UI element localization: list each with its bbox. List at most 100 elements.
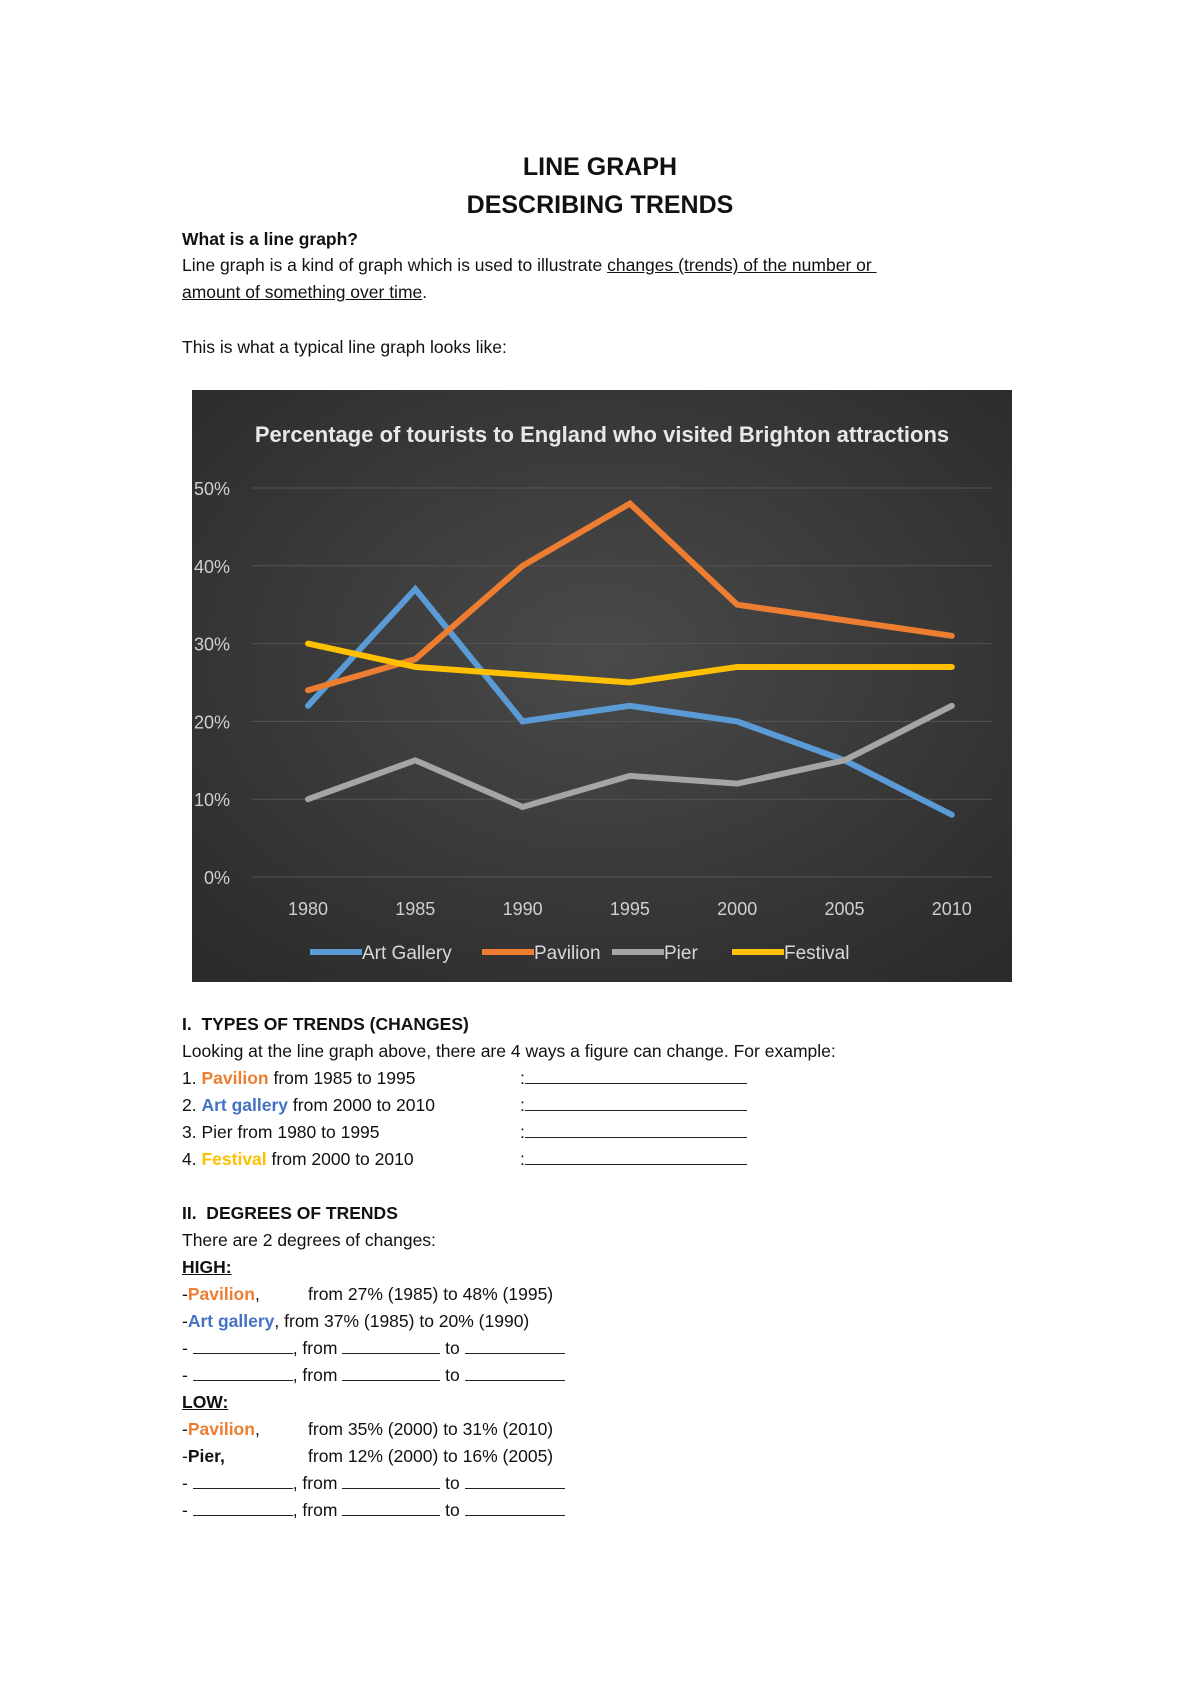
- answer-field[interactable]: :: [520, 1148, 747, 1170]
- chart-title: Percentage of tourists to England who vi…: [255, 422, 949, 447]
- answer-field[interactable]: :: [520, 1094, 747, 1116]
- separator: ,: [219, 1446, 225, 1466]
- y-tick-label: 0%: [204, 868, 230, 888]
- example-name: Pavilion: [187, 1419, 255, 1439]
- typical-text: This is what a typical line graph looks …: [182, 337, 507, 357]
- question-heading: What is a line graph?: [182, 229, 358, 249]
- item-range: from 1980 to 1995: [232, 1122, 380, 1142]
- definition-underlined: changes (trends) of the number or: [607, 255, 877, 275]
- x-tick-label: 2005: [824, 899, 864, 919]
- definition-line-1: Line graph is a kind of graph which is u…: [182, 254, 877, 276]
- dash: -: [182, 1311, 188, 1331]
- example-values: from 35% (2000) to 31% (2010): [308, 1419, 554, 1439]
- y-tick-label: 20%: [194, 712, 230, 732]
- name-blank[interactable]: [192, 1364, 293, 1381]
- answer-blank[interactable]: [524, 1094, 747, 1111]
- definition-end: .: [422, 282, 428, 302]
- y-tick-label: 30%: [194, 635, 230, 655]
- legend-label: Pavilion: [534, 943, 601, 964]
- colon: :: [520, 1068, 525, 1088]
- example-name: Pavilion: [187, 1284, 255, 1304]
- fill-in-row: - , from to: [182, 1499, 565, 1521]
- from-label: , from: [292, 1338, 343, 1358]
- definition-line-2: amount of something over time.: [182, 281, 427, 303]
- x-tick-label: 1985: [395, 899, 435, 919]
- name-blank[interactable]: [192, 1337, 293, 1354]
- answer-blank[interactable]: [524, 1067, 747, 1084]
- low-label: LOW:: [182, 1392, 229, 1412]
- name-blank[interactable]: [192, 1499, 293, 1516]
- series-line-pavilion: [305, 499, 955, 694]
- item-number: 4.: [182, 1149, 197, 1169]
- dash: -: [182, 1419, 188, 1439]
- definition-text: Line graph is a kind of graph which is u…: [182, 255, 608, 275]
- from-blank[interactable]: [342, 1499, 441, 1516]
- section1-intro: Looking at the line graph above, there a…: [182, 1041, 836, 1061]
- item-name: Festival: [201, 1149, 267, 1169]
- from-label: , from: [292, 1365, 343, 1385]
- item-name: Art gallery: [201, 1095, 289, 1115]
- answer-blank[interactable]: [524, 1148, 747, 1165]
- y-tick-label: 50%: [194, 479, 230, 499]
- page-title: LINE GRAPH: [522, 153, 678, 181]
- item-name: Pier: [201, 1122, 233, 1142]
- to-label: to: [440, 1473, 465, 1493]
- from-label: , from: [292, 1473, 343, 1493]
- dash: -: [182, 1473, 188, 1493]
- name-blank[interactable]: [192, 1472, 293, 1489]
- from-blank[interactable]: [342, 1364, 441, 1381]
- line-chart: Percentage of tourists to England who vi…: [192, 390, 1012, 982]
- separator: ,: [254, 1419, 260, 1439]
- item-number: 1.: [182, 1068, 197, 1088]
- item-number: 2.: [182, 1095, 197, 1115]
- separator: ,: [254, 1284, 260, 1304]
- x-tick-label: 2000: [717, 899, 757, 919]
- to-blank[interactable]: [464, 1364, 565, 1381]
- degree-example: -Pavilion,: [182, 1418, 260, 1440]
- high-label: HIGH:: [182, 1257, 232, 1277]
- dash: -: [182, 1500, 188, 1520]
- trend-item: 3. Pier from 1980 to 1995: [182, 1121, 380, 1143]
- y-tick-label: 10%: [194, 790, 230, 810]
- answer-blank[interactable]: [524, 1121, 747, 1138]
- series-line-festival: [305, 640, 955, 686]
- x-tick-label: 2010: [932, 899, 972, 919]
- dash: -: [182, 1446, 188, 1466]
- item-number: 3.: [182, 1122, 197, 1142]
- legend-label: Pier: [664, 943, 698, 964]
- to-label: to: [440, 1338, 465, 1358]
- x-tick-label: 1990: [503, 899, 543, 919]
- item-range: from 2000 to 2010: [266, 1149, 414, 1169]
- section2-heading: II. DEGREES OF TRENDS: [182, 1203, 398, 1223]
- from-blank[interactable]: [342, 1472, 441, 1489]
- example-values: from 27% (1985) to 48% (1995): [308, 1284, 554, 1304]
- to-blank[interactable]: [464, 1499, 565, 1516]
- colon: :: [520, 1122, 525, 1142]
- trend-item: 4. Festival from 2000 to 2010: [182, 1148, 414, 1170]
- to-blank[interactable]: [464, 1337, 565, 1354]
- trend-item: 1. Pavilion from 1985 to 1995: [182, 1067, 416, 1089]
- trend-item: 2. Art gallery from 2000 to 2010: [182, 1094, 435, 1116]
- from-blank[interactable]: [342, 1337, 441, 1354]
- x-tick-label: 1980: [288, 899, 328, 919]
- example-values: from 12% (2000) to 16% (2005): [308, 1446, 554, 1466]
- dash: -: [182, 1284, 188, 1304]
- example-name: Pier: [187, 1446, 220, 1466]
- example-values: from 37% (1985) to 20% (1990): [279, 1311, 530, 1331]
- example-name: Art gallery: [187, 1311, 275, 1331]
- x-tick-label: 1995: [610, 899, 650, 919]
- definition-underlined: amount of something over time: [182, 282, 423, 302]
- colon: :: [520, 1095, 525, 1115]
- to-blank[interactable]: [464, 1472, 565, 1489]
- item-range: from 1985 to 1995: [268, 1068, 416, 1088]
- section2-intro: There are 2 degrees of changes:: [182, 1230, 436, 1250]
- answer-field[interactable]: :: [520, 1067, 747, 1089]
- series-line-pier: [305, 702, 955, 811]
- from-label: , from: [292, 1500, 343, 1520]
- legend-label: Festival: [784, 943, 849, 964]
- fill-in-row: - , from to: [182, 1472, 565, 1494]
- answer-field[interactable]: :: [520, 1121, 747, 1143]
- page-subtitle: DESCRIBING TRENDS: [466, 191, 734, 219]
- dash: -: [182, 1365, 188, 1385]
- item-range: from 2000 to 2010: [288, 1095, 435, 1115]
